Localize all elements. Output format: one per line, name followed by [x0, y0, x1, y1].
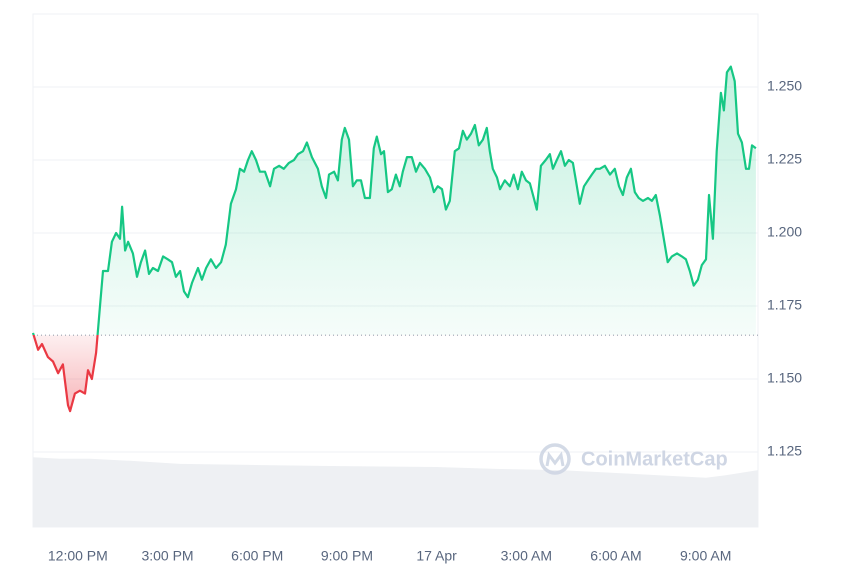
watermark-logo	[539, 443, 571, 475]
x-tick-label: 9:00 AM	[680, 548, 731, 564]
price-line	[31, 65, 757, 413]
y-tick-label: 1.125	[767, 443, 802, 459]
price-area	[33, 66, 756, 412]
watermark: CoinMarketCap	[581, 448, 728, 470]
x-tick-label: 3:00 AM	[501, 548, 552, 564]
y-tick-label: 1.175	[767, 297, 802, 313]
x-tick-label: 3:00 PM	[141, 548, 193, 564]
y-tick-label: 1.150	[767, 370, 802, 386]
x-tick-label: 6:00 PM	[231, 548, 283, 564]
volume-area	[33, 457, 758, 527]
x-tick-label: 17 Apr	[416, 548, 457, 564]
y-tick-label: 1.225	[767, 151, 802, 167]
x-tick-label: 6:00 AM	[590, 548, 641, 564]
x-tick-label: 9:00 PM	[321, 548, 373, 564]
y-tick-label: 1.200	[767, 224, 802, 240]
y-tick-label: 1.250	[767, 78, 802, 94]
x-tick-label: 12:00 PM	[48, 548, 108, 564]
